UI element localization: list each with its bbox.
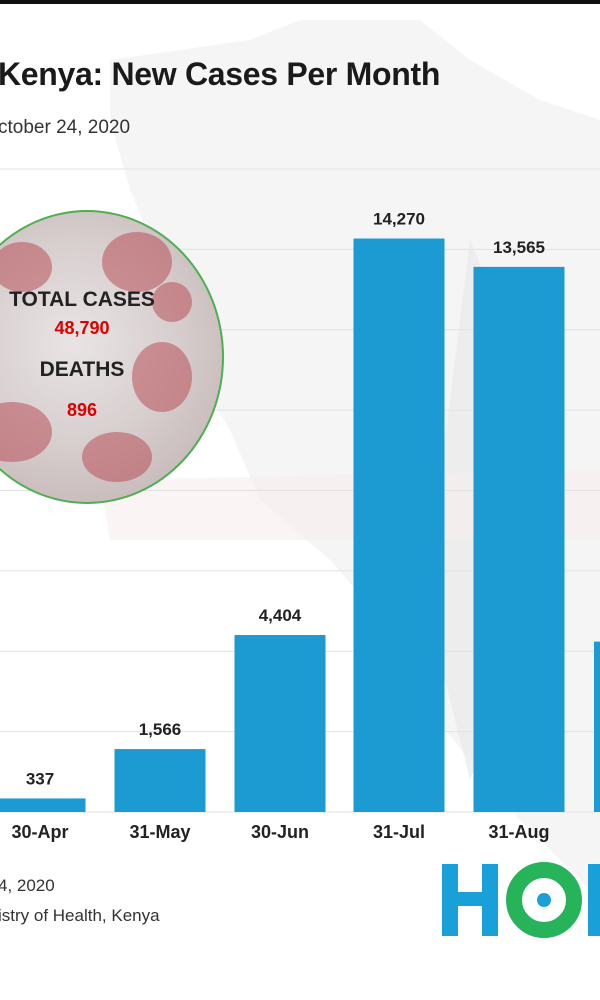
value-label-30-Jun: 4,404: [259, 606, 302, 625]
totals-badge: TOTAL CASES 48,790 DEATHS 896: [0, 210, 224, 504]
logo-letter-h: [442, 864, 498, 936]
x-tick-labels: 30-Apr 31-May 30-Jun 31-Jul 31-Aug: [11, 822, 549, 842]
total-cases-label: TOTAL CASES: [9, 288, 155, 311]
footer-source: istry of Health, Kenya: [0, 906, 160, 925]
brand-logo: [442, 862, 600, 938]
bar-31-May: [114, 749, 206, 812]
bar-30-Jun: [234, 635, 326, 812]
logo-letter-o: [506, 862, 582, 938]
bar-31-Jul: [353, 238, 445, 813]
value-label-31-May: 1,566: [139, 720, 182, 739]
tick-label-30-Apr: 30-Apr: [11, 822, 68, 842]
logo-letter-p: [588, 864, 600, 936]
bar-partial-next: [594, 641, 600, 812]
tick-label-31-May: 31-May: [129, 822, 190, 842]
tick-label-31-Jul: 31-Jul: [373, 822, 425, 842]
value-label-31-Jul: 14,270: [373, 210, 425, 229]
tick-label-30-Jun: 30-Jun: [251, 822, 309, 842]
value-label-31-Aug: 13,565: [493, 238, 545, 257]
chart-title: Kenya: New Cases Per Month: [0, 56, 441, 92]
bars: [0, 238, 600, 813]
deaths-label: DEATHS: [39, 358, 125, 381]
value-label-30-Apr: 337: [26, 769, 54, 788]
footer-date: 4, 2020: [0, 876, 55, 895]
value-labels: 337 1,566 4,404 14,270 13,565: [26, 210, 545, 789]
top-border: [0, 0, 600, 4]
bar-31-Aug: [473, 266, 565, 812]
bar-30-Apr: [0, 798, 86, 812]
tick-label-31-Aug: 31-Aug: [488, 822, 549, 842]
chart-subtitle: ctober 24, 2020: [0, 117, 131, 138]
total-cases-value: 48,790: [54, 318, 110, 338]
deaths-value: 896: [66, 400, 98, 420]
